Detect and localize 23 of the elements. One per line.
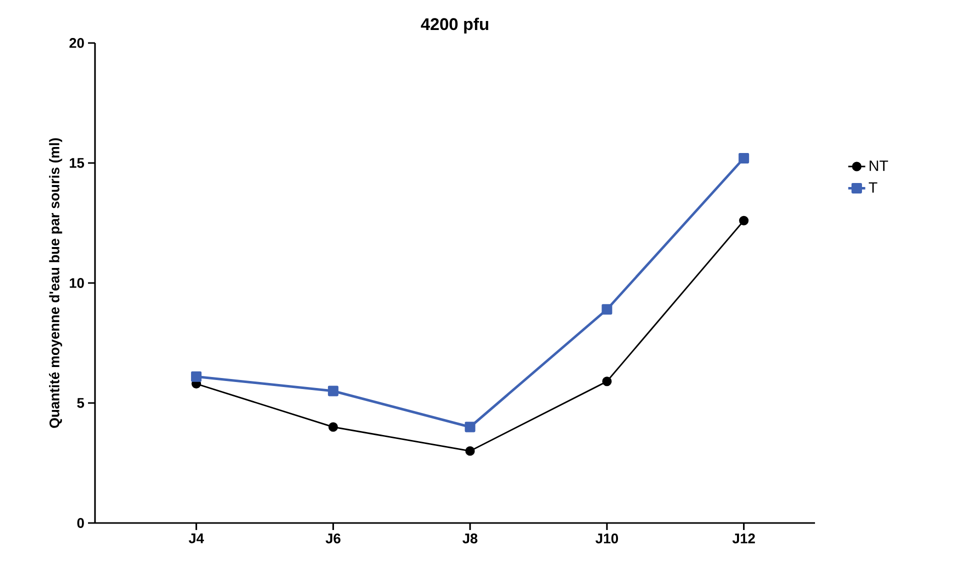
x-tick-label: J6 bbox=[326, 534, 340, 544]
y-axis-title: Quantité moyenne d'eau bue par souris (ml) bbox=[48, 138, 62, 428]
legend-label: T bbox=[868, 182, 878, 193]
y-tick-label: 5 bbox=[77, 398, 84, 408]
y-tick-label: 20 bbox=[69, 38, 84, 48]
y-tick-label: 15 bbox=[70, 158, 84, 168]
x-tick-label: J8 bbox=[462, 534, 478, 544]
x-tick-label: J4 bbox=[188, 534, 204, 544]
point bbox=[191, 371, 202, 382]
y-tick-label: 10 bbox=[70, 278, 84, 288]
point bbox=[738, 152, 750, 164]
point bbox=[739, 216, 749, 226]
point bbox=[602, 304, 612, 315]
x-tick-label: J10 bbox=[596, 534, 618, 544]
point bbox=[464, 422, 476, 432]
point bbox=[465, 446, 475, 456]
x-tick-label: J12 bbox=[732, 534, 755, 544]
y-tick-label: 0 bbox=[77, 518, 84, 528]
chart-title: 4200 pfu bbox=[420, 18, 488, 34]
point bbox=[328, 386, 338, 396]
point bbox=[602, 376, 612, 386]
point bbox=[328, 422, 338, 432]
legend-label: NT bbox=[870, 160, 888, 171]
